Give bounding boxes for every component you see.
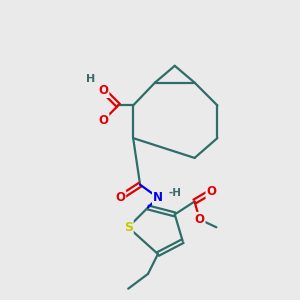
Text: H: H: [86, 74, 95, 84]
Text: O: O: [98, 84, 108, 97]
Text: -H: -H: [168, 188, 181, 198]
Text: N: N: [153, 191, 163, 204]
Text: O: O: [115, 191, 125, 204]
Text: O: O: [98, 114, 108, 127]
Text: O: O: [194, 213, 205, 226]
Text: O: O: [206, 185, 216, 198]
Text: S: S: [124, 221, 133, 234]
